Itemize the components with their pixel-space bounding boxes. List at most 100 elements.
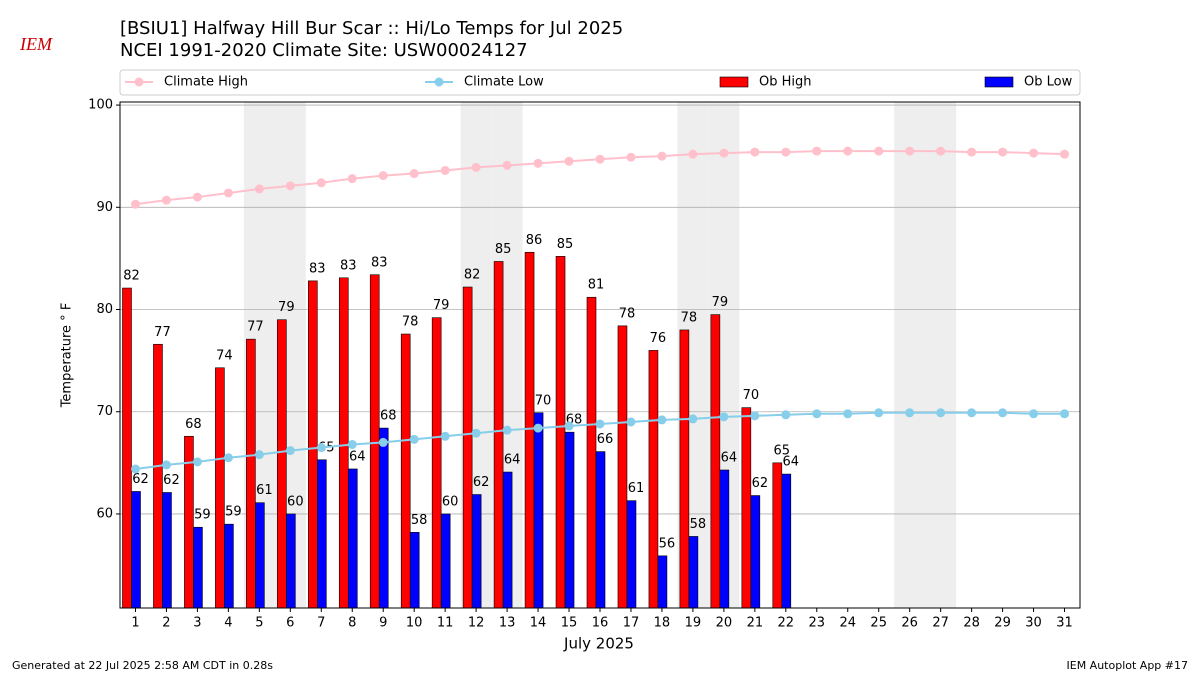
bar <box>555 256 566 609</box>
bar <box>122 287 132 609</box>
marker <box>998 408 1008 418</box>
x-tick-label: 30 <box>1025 616 1042 631</box>
marker <box>564 156 574 166</box>
bar-value-label: 82 <box>464 268 481 283</box>
marker <box>936 146 946 156</box>
x-tick-label: 22 <box>778 616 795 631</box>
x-tick-label: 15 <box>561 616 578 631</box>
y-tick-label: 80 <box>96 302 113 317</box>
bar-value-label: 78 <box>619 306 636 321</box>
bar-value-label: 70 <box>535 393 552 408</box>
y-tick-label: 70 <box>96 404 113 419</box>
x-tick-label: 11 <box>437 616 454 631</box>
marker <box>347 174 357 184</box>
bar <box>369 274 380 609</box>
bar-value-label: 61 <box>628 481 645 496</box>
marker <box>533 423 543 433</box>
marker <box>719 148 729 158</box>
bar-value-label: 78 <box>402 315 419 330</box>
marker <box>781 147 791 157</box>
marker <box>688 149 698 159</box>
x-tick-label: 25 <box>870 616 887 631</box>
marker <box>316 443 326 453</box>
x-axis-label: July 2025 <box>563 635 634 653</box>
bar-value-label: 56 <box>659 536 676 551</box>
marker <box>502 425 512 435</box>
marker <box>533 158 543 168</box>
legend-box <box>119 69 1081 96</box>
bar <box>657 555 668 609</box>
bar-value-label: 78 <box>681 310 698 325</box>
marker <box>1029 148 1039 158</box>
marker <box>812 409 822 419</box>
bar-value-label: 70 <box>743 388 760 403</box>
marker <box>285 446 295 456</box>
bar <box>502 471 513 609</box>
x-tick-label: 14 <box>530 616 547 631</box>
weekend-band <box>894 102 926 608</box>
bar <box>617 325 628 609</box>
plot-frame <box>119 101 1081 609</box>
marker <box>657 415 667 425</box>
bar-value-label: 60 <box>287 494 304 509</box>
marker <box>409 169 419 179</box>
bar <box>286 513 296 609</box>
bar <box>246 338 256 609</box>
marker <box>781 410 791 420</box>
marker <box>874 408 884 418</box>
bar <box>338 277 349 609</box>
marker <box>378 171 388 181</box>
bar <box>431 317 442 609</box>
marker <box>285 181 295 191</box>
marker <box>161 195 171 205</box>
bar-value-label: 85 <box>557 237 574 252</box>
chart-subtitle: NCEI 1991-2020 Climate Site: USW00024127 <box>120 40 528 61</box>
bar-value-label: 64 <box>783 455 800 470</box>
x-tick-label: 13 <box>499 616 516 631</box>
x-tick-label: 26 <box>901 616 918 631</box>
legend-label: Climate Low <box>464 75 544 90</box>
bar-value-label: 60 <box>442 494 459 509</box>
marker <box>750 411 760 421</box>
bar <box>781 473 792 609</box>
marker <box>1029 409 1039 419</box>
bar <box>524 251 535 609</box>
marker <box>874 146 884 156</box>
bar-value-label: 58 <box>690 517 707 532</box>
bar <box>533 412 544 609</box>
footer-left: Generated at 22 Jul 2025 2:58 AM CDT in … <box>12 659 273 672</box>
bar <box>719 469 730 609</box>
marker <box>409 434 419 444</box>
logo: IEM <box>19 34 53 54</box>
bar-value-label: 79 <box>712 295 729 310</box>
bar <box>688 536 699 609</box>
bar-value-label: 81 <box>588 278 605 293</box>
weekend-band <box>925 102 957 608</box>
marker <box>967 408 977 418</box>
bar-value-label: 59 <box>225 505 242 520</box>
bar-value-label: 83 <box>340 258 357 273</box>
legend-marker <box>434 77 444 87</box>
y-axis-label: Temperature ° F <box>60 303 75 409</box>
bar-value-label: 58 <box>411 513 428 528</box>
bar-value-label: 62 <box>163 473 180 488</box>
marker <box>967 147 977 157</box>
bar <box>131 491 141 609</box>
marker <box>657 151 667 161</box>
chart-title: [BSIU1] Halfway Hill Bur Scar :: Hi/Lo T… <box>120 18 623 39</box>
x-tick-label: 9 <box>379 616 387 631</box>
legend-swatch <box>984 76 1014 88</box>
bar-value-label: 65 <box>774 443 791 458</box>
bar <box>400 333 411 609</box>
legend-label: Ob High <box>759 75 812 90</box>
bar-value-label: 86 <box>526 233 543 248</box>
y-tick-label: 60 <box>96 506 113 521</box>
bar <box>626 500 637 609</box>
bar <box>750 495 761 609</box>
x-tick-label: 23 <box>809 616 826 631</box>
bar-value-label: 61 <box>256 483 273 498</box>
bar-value-label: 64 <box>721 451 738 466</box>
marker <box>316 178 326 188</box>
bar-value-label: 77 <box>247 320 264 335</box>
bar <box>564 431 575 609</box>
